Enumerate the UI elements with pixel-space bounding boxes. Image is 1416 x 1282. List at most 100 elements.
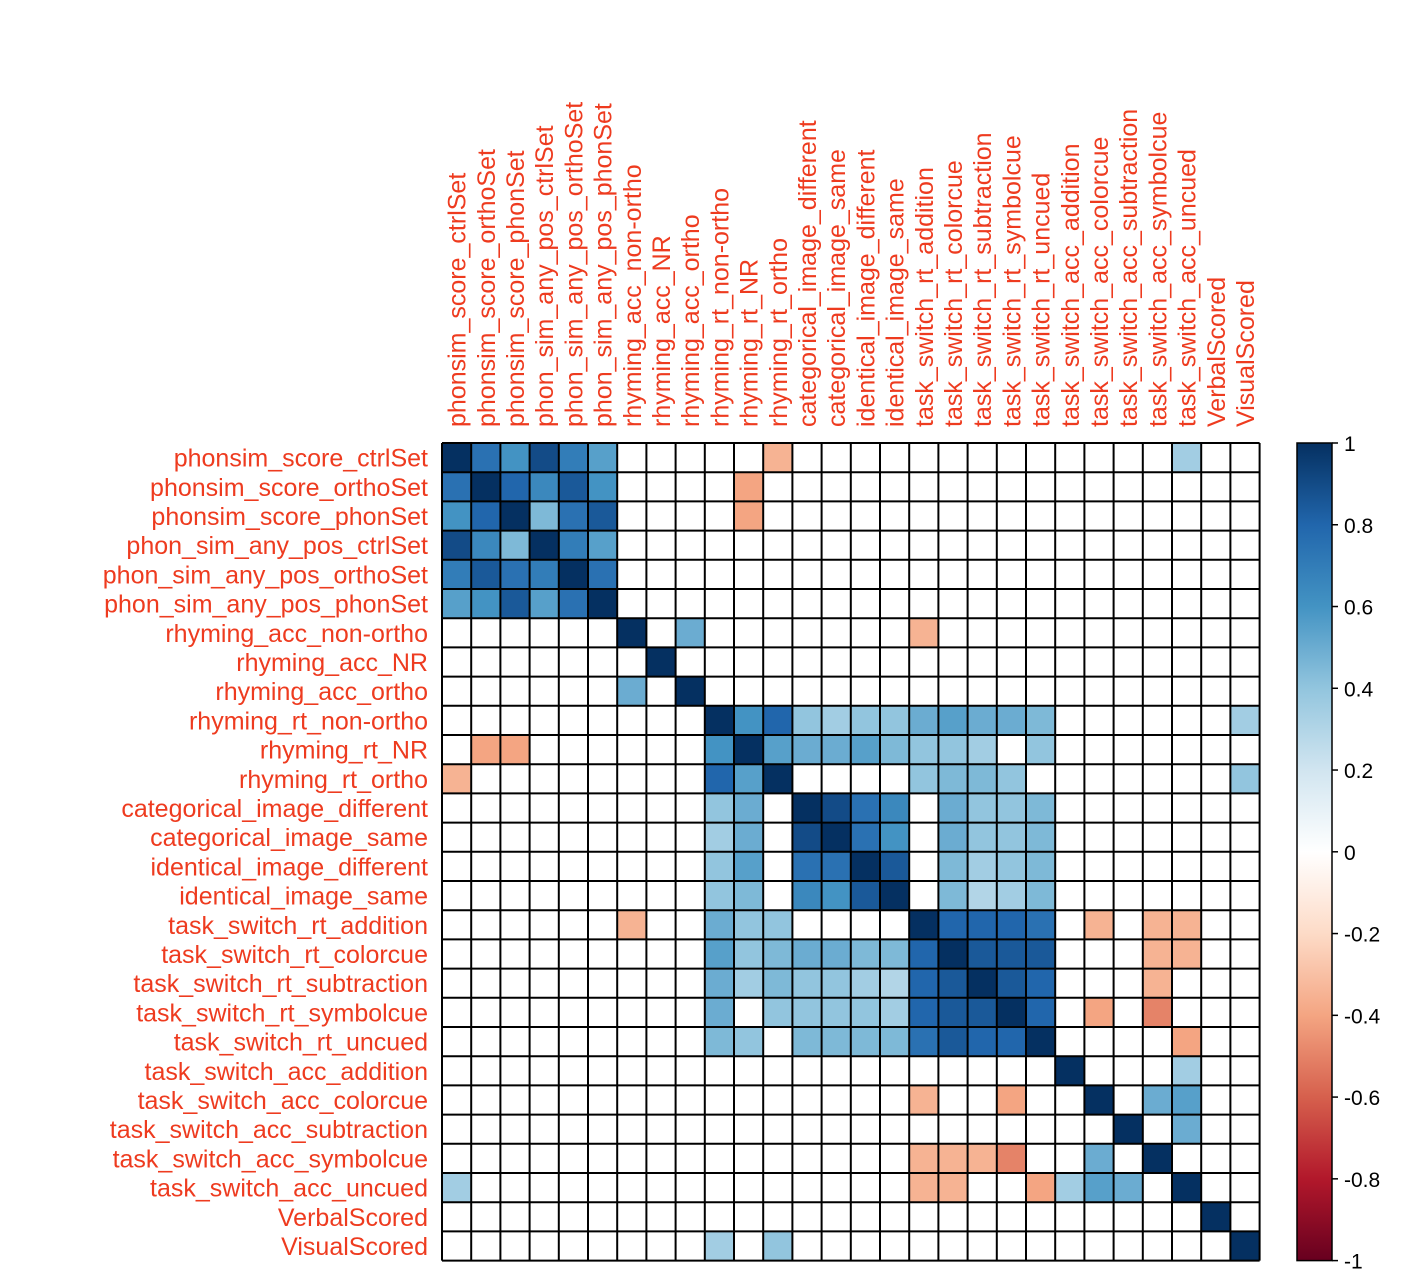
heatmap-cell [909, 443, 939, 473]
heatmap-cell [1113, 472, 1143, 502]
heatmap-cell [558, 881, 588, 911]
heatmap-cell [675, 1143, 705, 1173]
heatmap-cell [442, 1231, 472, 1261]
heatmap-cell [1055, 968, 1085, 998]
heatmap-cell [792, 997, 822, 1027]
heatmap-cell [704, 589, 734, 619]
heatmap-cell [763, 705, 793, 735]
heatmap-cell [646, 589, 676, 619]
heatmap-cell [880, 647, 910, 677]
heatmap-cell [500, 793, 530, 823]
color-legend: 1 0.8 0.6 0.4 0.2 0 -0.2 -0.4 -0.6 -0.8 -1 [1296, 433, 1381, 1274]
heatmap-cell [1142, 472, 1172, 502]
heatmap-cell [763, 676, 793, 706]
heatmap-cell [617, 589, 647, 619]
heatmap-cell [1172, 851, 1202, 881]
heatmap-cell [996, 1056, 1026, 1086]
heatmap-cell [1084, 472, 1114, 502]
heatmap-cell [588, 910, 618, 940]
heatmap-cell [1230, 676, 1260, 706]
heatmap-cell [763, 530, 793, 560]
heatmap-cell [442, 1056, 472, 1086]
heatmap-cell [646, 559, 676, 589]
heatmap-cell [967, 1085, 997, 1115]
heatmap-cell [909, 1085, 939, 1115]
heatmap-cell [1230, 705, 1260, 735]
heatmap-cell [734, 501, 764, 531]
heatmap-cell [1172, 705, 1202, 735]
heatmap-cell [967, 1173, 997, 1203]
heatmap-cell [442, 910, 472, 940]
row-label: task_switch_rt_colorcue [161, 941, 428, 969]
heatmap-cell [1230, 735, 1260, 765]
heatmap-cell [529, 1173, 559, 1203]
heatmap-cell [967, 472, 997, 502]
heatmap-cell [850, 1143, 880, 1173]
heatmap-cell [967, 501, 997, 531]
column-label: phon_sim_any_pos_orthoSet [560, 102, 588, 427]
heatmap-cell [529, 1056, 559, 1086]
heatmap-cell [850, 1202, 880, 1232]
heatmap-cell [938, 472, 968, 502]
heatmap-cell [675, 647, 705, 677]
heatmap-cell [1026, 910, 1056, 940]
heatmap-cell [880, 530, 910, 560]
heatmap-cell [938, 589, 968, 619]
heatmap-cell [646, 735, 676, 765]
heatmap-cell [617, 881, 647, 911]
row-label: VerbalScored [278, 1204, 428, 1232]
heatmap-cell [646, 851, 676, 881]
heatmap-cell [909, 501, 939, 531]
heatmap-cell [850, 851, 880, 881]
heatmap-cell [734, 618, 764, 648]
heatmap-cell [471, 501, 501, 531]
heatmap-cell [1026, 472, 1056, 502]
heatmap-cell [821, 939, 851, 969]
heatmap-cell [967, 910, 997, 940]
heatmap-cell [1201, 1114, 1231, 1144]
heatmap-cell [1055, 1114, 1085, 1144]
heatmap-cell [792, 1173, 822, 1203]
column-labels: phonsim_score_ctrlSet phonsim_score_ortho… [444, 102, 1260, 427]
heatmap-cell [880, 705, 910, 735]
heatmap-cell [704, 881, 734, 911]
column-label: task_switch_acc_uncued [1174, 149, 1202, 427]
heatmap-cell [880, 881, 910, 911]
heatmap-cell [558, 1056, 588, 1086]
heatmap-cell [704, 705, 734, 735]
heatmap-cell [529, 647, 559, 677]
heatmap-cell [471, 1085, 501, 1115]
heatmap-cell [734, 589, 764, 619]
heatmap-cell [763, 1114, 793, 1144]
heatmap-cell [1055, 910, 1085, 940]
heatmap-cell [909, 1114, 939, 1144]
heatmap-cell [500, 939, 530, 969]
heatmap-cell [967, 618, 997, 648]
heatmap-cell [1230, 589, 1260, 619]
heatmap-cell [529, 793, 559, 823]
heatmap-cell [734, 735, 764, 765]
heatmap-cell [1230, 1056, 1260, 1086]
colorbar-tick-label: -1 [1344, 1251, 1363, 1274]
heatmap-cell [734, 1027, 764, 1057]
heatmap-cell [500, 1085, 530, 1115]
heatmap-cell [734, 1056, 764, 1086]
row-label: phon_sim_any_pos_phonSet [104, 591, 428, 619]
heatmap-cell [850, 735, 880, 765]
heatmap-cell [529, 618, 559, 648]
heatmap-cell [704, 1202, 734, 1232]
heatmap-cell [588, 705, 618, 735]
heatmap-cell [909, 559, 939, 589]
heatmap-cell [704, 501, 734, 531]
heatmap-cell [1113, 705, 1143, 735]
colorbar-gradient [1296, 442, 1333, 1262]
heatmap-cell [558, 472, 588, 502]
heatmap-cell [588, 735, 618, 765]
heatmap-cell [1026, 968, 1056, 998]
heatmap-cell [850, 530, 880, 560]
heatmap-cell [996, 443, 1026, 473]
heatmap-cell [1230, 968, 1260, 998]
heatmap-cell [558, 997, 588, 1027]
heatmap-cell [1026, 735, 1056, 765]
heatmap-cell [1026, 793, 1056, 823]
